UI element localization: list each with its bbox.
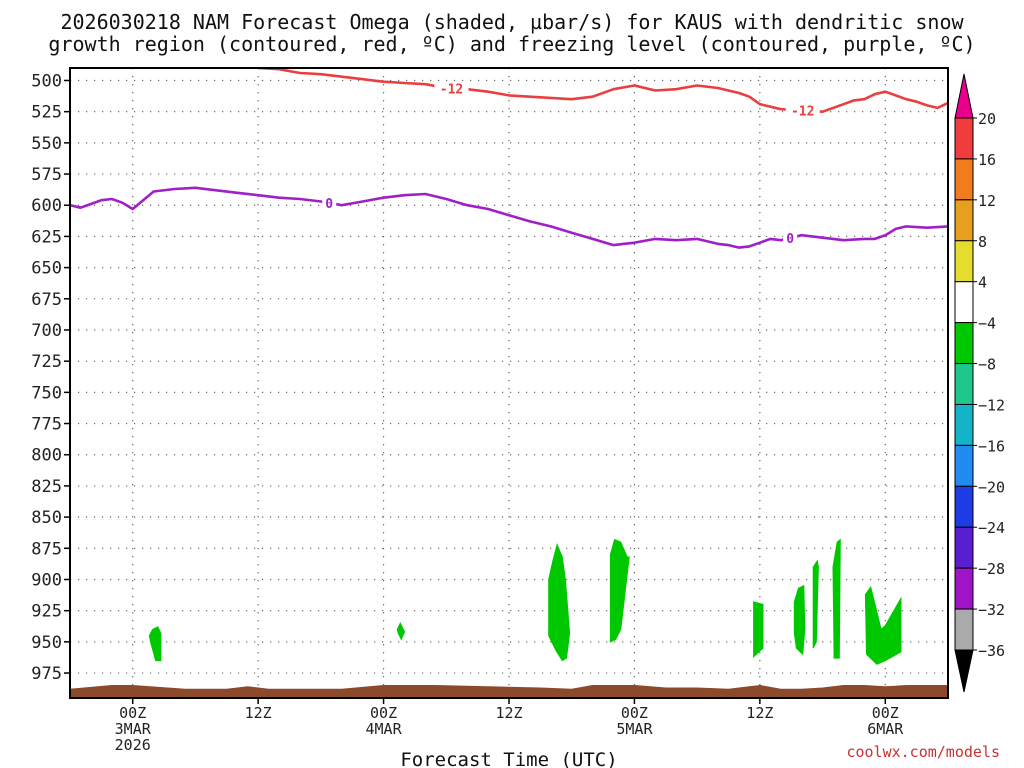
colorbar-tick-label: 8 [978, 233, 987, 251]
ground-surface [70, 684, 948, 698]
x-tick-label: 00Z [621, 704, 648, 722]
omega-shaded-region [753, 601, 764, 658]
omega-shaded-region [548, 543, 571, 662]
x-tick-label: 12Z [495, 704, 522, 722]
contour-label-background [785, 103, 820, 118]
y-tick-label: 950 [31, 633, 62, 653]
contour-label: -12 [440, 82, 463, 97]
contour-label-background [783, 230, 798, 245]
y-tick-label: 725 [31, 352, 62, 372]
y-tick-label: 600 [31, 196, 62, 216]
colorbar-tick-label: 4 [978, 274, 987, 292]
site-credit: coolwx.com/models [846, 743, 1000, 761]
colorbar-swatch [954, 485, 974, 528]
colorbar-swatch [954, 444, 974, 487]
omega-shaded-region [396, 621, 406, 641]
contour-label: -12 [791, 104, 814, 119]
y-tick-label: 825 [31, 477, 62, 497]
contour-label-background [434, 81, 469, 96]
x-tick-label: 4MAR [366, 720, 403, 738]
y-tick-label: 650 [31, 259, 62, 279]
contour-label: 0 [325, 197, 333, 212]
y-tick-label: 625 [31, 227, 62, 247]
y-tick-label: 750 [31, 383, 62, 403]
gridlines [70, 68, 948, 698]
colorbar-tick-label: −24 [978, 519, 1005, 537]
omega-shaded-region [832, 538, 841, 659]
contour-label: 0 [786, 232, 794, 247]
y-tick-label: 500 [31, 71, 62, 91]
ground-surface-fill [70, 684, 948, 698]
x-tick-label: 00Z [119, 704, 146, 722]
y-axis: 500 525 550 575 600 625 650 675 700 725 750 775 800 8… [31, 71, 70, 684]
x-tick-label: 00Z [370, 704, 397, 722]
y-tick-label: 675 [31, 290, 62, 310]
colorbar-tick-label: −36 [978, 642, 1005, 660]
y-tick-label: 925 [31, 602, 62, 622]
chart-title: 2026030218 NAM Forecast Omega (shaded, µ… [60, 10, 964, 34]
y-tick-label: 525 [31, 103, 62, 123]
omega-shaded-region [609, 538, 630, 643]
y-tick-label: 875 [31, 539, 62, 559]
colorbar-swatch [954, 526, 974, 569]
colorbar-tick-label: 20 [978, 110, 996, 128]
colorbar-tick-label: −16 [978, 437, 1005, 455]
x-tick-label: 6MAR [867, 720, 904, 738]
colorbar-swatch [954, 199, 974, 242]
y-tick-label: 550 [31, 134, 62, 154]
colorbar-swatch [954, 403, 974, 446]
colorbar-tick-label: −8 [978, 356, 996, 374]
colorbar-tick-label: −4 [978, 315, 996, 333]
y-tick-label: 900 [31, 570, 62, 590]
omega-shaded-region [148, 626, 162, 662]
colorbar-tick-label: −12 [978, 396, 1005, 414]
colorbar-top-arrow [954, 73, 974, 119]
colorbar-swatch [954, 158, 974, 201]
colorbar-tick-label: −28 [978, 560, 1005, 578]
chart-subtitle: growth region (contoured, red, ºC) and f… [48, 32, 976, 56]
colorbar-swatch [954, 363, 974, 405]
omega-shading [148, 538, 902, 665]
colorbar-swatch [954, 240, 974, 283]
colorbar-bottom-arrow [954, 649, 974, 693]
colorbar-swatch [954, 281, 974, 324]
y-tick-label: 700 [31, 321, 62, 341]
freezing-level-contour-line [70, 186, 948, 249]
y-tick-label: 800 [31, 446, 62, 466]
colorbar-tick-label: 12 [978, 192, 996, 210]
colorbar-swatch [954, 322, 974, 365]
x-tick-label: 12Z [746, 704, 773, 722]
y-tick-label: 775 [31, 415, 62, 435]
colorbar-tick-label: −20 [978, 478, 1005, 496]
x-tick-label: 00Z [872, 704, 899, 722]
colorbar-tick-label: −32 [978, 601, 1005, 619]
y-tick-label: 850 [31, 508, 62, 528]
colorbar-swatch [954, 117, 974, 160]
x-axis-label: Forecast Time (UTC) [400, 749, 617, 768]
x-tick-label: 2026 [115, 736, 151, 754]
x-tick-label: 3MAR [115, 720, 152, 738]
contour-label-background [322, 195, 337, 210]
contours: -12 -12 0 0 [70, 68, 948, 249]
omega-shaded-region [793, 584, 806, 656]
omega-shaded-region [812, 559, 819, 649]
colorbar-swatch [954, 608, 974, 651]
colorbar: 20 16 12 8 4 −4 −8 −12 −16 −20 −24 −28 −32 −36 [954, 73, 1005, 693]
omega-shaded-region [864, 585, 902, 665]
colorbar-swatch [954, 567, 974, 610]
y-tick-label: 975 [31, 664, 62, 684]
colorbar-tick-label: 16 [978, 151, 996, 169]
x-tick-label: 5MAR [616, 720, 653, 738]
x-tick-label: 12Z [245, 704, 272, 722]
dgz-contour-line [258, 68, 948, 113]
y-tick-label: 575 [31, 165, 62, 185]
